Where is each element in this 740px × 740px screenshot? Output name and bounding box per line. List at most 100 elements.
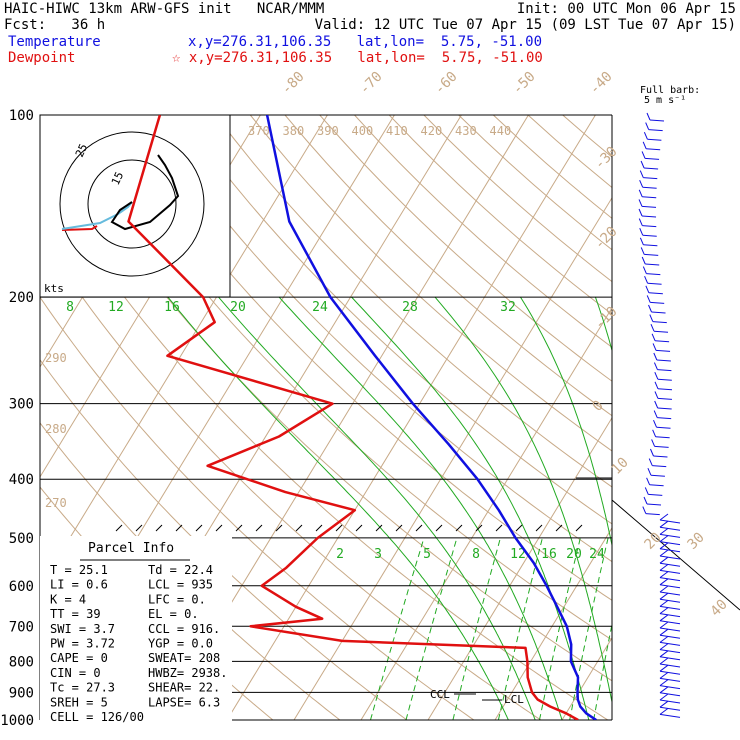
mixing-ratio-line [497,537,543,720]
isotherm-label: -10 [592,304,621,333]
dry-adiabat [215,115,612,488]
wind-barb-flag [654,400,659,409]
wind-barb [659,533,681,538]
wind-level-tick [315,524,323,532]
parcel-row-right: EL = 0. [148,607,199,621]
wind-barb [659,663,681,668]
wind-barb [644,253,659,256]
wind-barb [655,340,670,343]
pressure-tick-label: 300 [9,397,34,413]
wind-barb-flag [659,564,669,571]
dry-adiabat [180,115,612,525]
wind-barb [641,205,657,208]
mixing-ratio-label: 8 [66,300,74,315]
temperature-coords: x,y=276.31,106.35 lat,lon= 5.75, -51.00 [188,34,543,50]
ccl-label: CCL [430,688,450,701]
parcel-row-right: LFC = 0. [148,592,206,606]
parcel-row-left: K = 4 [50,592,86,606]
mixing-ratio-line [593,621,612,720]
parcel-row-left: TT = 39 [50,607,101,621]
parcel-row-right: CCL = 916. [148,622,220,636]
wind-barb-flag [659,535,669,542]
wind-barb-flag [646,477,651,485]
pressure-tick-label: 200 [9,290,34,306]
wind-barb [647,282,662,285]
wind-barb-flag [659,607,669,614]
wind-barb-flag [642,141,647,149]
dry-adiabat [145,115,612,563]
wind-barb [657,369,672,372]
dry-adiabat [562,115,612,158]
temperature-trace [265,115,597,720]
wind-barb [657,388,673,391]
wind-barb-flag [654,381,659,389]
wind-barb-flag [659,549,669,557]
wind-barb [650,474,665,477]
wind-barb [659,577,681,582]
wind-barb [646,148,661,151]
wind-barb [659,692,681,697]
wind-barb-flag [659,592,669,600]
theta-label: 270 [45,496,67,510]
wind-barb-flag [640,160,645,169]
parcel-row-left: CAPE = 0 [50,651,108,665]
isotherm-label: -20 [592,224,621,253]
wind-barb [657,417,672,420]
wind-barb-flag [639,237,644,245]
wind-barb [659,598,681,603]
parcel-row-left: LI = 0.6 [50,578,108,592]
moist-adiabat [278,296,563,720]
hodograph-trace-low [61,225,98,231]
wind-barb [648,129,663,132]
mixing-ratio-line [370,537,425,720]
hodograph-inset: 25 15 kts [39,114,231,298]
mixing-ratio-label: 8 [472,547,480,562]
dry-adiabat [527,115,612,189]
mixing-ratio-line [452,537,501,720]
hodograph-frame [39,114,231,298]
wind-barb [659,649,681,654]
wind-barb [642,225,657,228]
wind-level-tick [375,524,383,532]
parcel-row-left: Tc = 27.3 [50,681,115,695]
isotherm-line [226,115,596,720]
wind-barb [645,263,660,266]
wind-barb-flag [643,132,648,140]
wind-level-tick [435,524,443,532]
dry-adiabat [423,115,612,283]
wind-barb [644,167,659,170]
wind-barb [659,656,681,661]
mixing-ratio-label: 28 [402,300,418,315]
mixing-ratio-label: 5 [423,547,431,562]
sounding-traces [127,115,597,720]
wind-level-tick [175,524,183,532]
parcel-row-right: YGP = 0.0 [148,637,213,651]
lcl-label: LCL [504,693,524,706]
pressure-tick-label: 1000 [0,713,34,729]
wind-barb-flag [659,578,669,586]
theta-label: 370 [248,124,270,138]
wind-barb [659,613,681,618]
wind-barb [659,605,681,610]
dewpoint-label: Dewpoint [8,50,76,66]
hodograph-ring-outer [59,131,205,277]
wind-level-tick [515,524,523,532]
wind-barb-flag [659,643,669,650]
barb-legend-line2: 5 m s⁻¹ [644,95,687,106]
parcel-row-right: HWBZ= 2938. [148,666,227,680]
pressure-tick-label: 100 [9,108,34,124]
parcel-row-left: T = 25.1 [50,563,108,577]
theta-label: 430 [455,124,477,138]
wind-level-tick [495,524,503,532]
wind-level-tick [135,524,143,532]
isotherm-label: -30 [592,144,621,173]
boundary-line [576,477,740,611]
wind-level-tick [575,524,583,532]
wind-barb-flag [659,585,669,593]
wind-barb-flag [650,324,655,332]
wind-barb [659,634,681,639]
wind-barb-flag [652,429,657,437]
wind-barb [659,519,681,524]
wind-barb [659,699,681,704]
